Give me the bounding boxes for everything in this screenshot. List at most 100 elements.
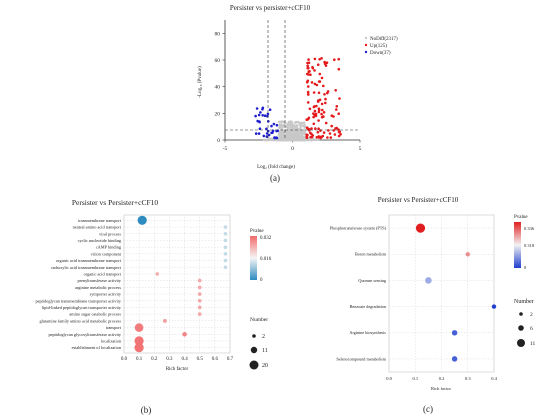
volcano-point-up bbox=[313, 109, 317, 113]
volcano-point-up bbox=[322, 84, 325, 88]
volcano-point-nodiff bbox=[285, 132, 289, 135]
volcano-point-down bbox=[268, 108, 272, 111]
legend-nodiff-marker bbox=[364, 36, 368, 40]
volcano-point-down bbox=[272, 122, 276, 126]
volcano-point-up bbox=[307, 70, 311, 73]
volcano-point-up bbox=[322, 131, 326, 134]
enrichment-point bbox=[223, 238, 228, 243]
volcano-point-up bbox=[314, 127, 317, 130]
volcano-point-nodiff bbox=[276, 138, 279, 142]
volcano-point-nodiff bbox=[295, 124, 298, 127]
volcano-point-up bbox=[328, 132, 332, 135]
volcano-point-up bbox=[316, 63, 320, 66]
volcano-point-up bbox=[330, 124, 334, 128]
panel-a-ylabel: -Log₁₀ (Pvalue) bbox=[198, 66, 203, 98]
volcano-point-nodiff bbox=[297, 133, 301, 136]
panel-b-size-legend: Number 2 11 20 bbox=[249, 317, 268, 370]
enrichment-point bbox=[162, 318, 167, 323]
volcano-point-up bbox=[315, 136, 319, 139]
panel-a-y-tick-label: 40 bbox=[215, 85, 221, 91]
volcano-point-up bbox=[305, 118, 309, 121]
enrichment-point bbox=[465, 252, 470, 257]
category-label: peptidoglycan transmembrane transporter … bbox=[35, 298, 121, 303]
panel-b-color-legend-title: Pvalue bbox=[250, 229, 264, 234]
volcano-point-up bbox=[335, 108, 338, 111]
panel-c-color-tick-high: 0.336 bbox=[524, 226, 535, 231]
volcano-point-down bbox=[254, 132, 258, 135]
panel-b-size-marker-large bbox=[249, 360, 259, 370]
volcano-point-nodiff bbox=[278, 120, 281, 124]
volcano-point-nodiff bbox=[280, 138, 284, 142]
x-tick-label: 0.7 bbox=[227, 357, 234, 362]
enrichment-point bbox=[137, 215, 147, 225]
category-label: organic acid transmembrane transport bbox=[56, 258, 122, 263]
category-label: peptidoglycan glycosyltransferase activi… bbox=[48, 332, 121, 337]
volcano-point-up bbox=[320, 57, 323, 60]
volcano-point-nodiff bbox=[286, 129, 289, 132]
category-label: Arginine biosynthesis bbox=[349, 330, 386, 335]
category-label: organic acid transport bbox=[84, 271, 122, 276]
volcano-point-up bbox=[306, 101, 310, 104]
volcano-point-up bbox=[306, 93, 310, 96]
panel-a-y-tick-label: 80 bbox=[215, 31, 221, 37]
volcano-point-up bbox=[329, 136, 333, 139]
panel-b-color-tick-high: 0.032 bbox=[260, 236, 272, 241]
panel-b: Persister vs Persister+cCF10 transmembra… bbox=[35, 198, 271, 415]
panel-b-plot-area bbox=[123, 214, 231, 354]
volcano-point-up bbox=[320, 102, 324, 106]
volcano-point-up bbox=[338, 97, 341, 100]
category-label: carboxylic acid transmembrane transport bbox=[51, 265, 122, 270]
volcano-point-nodiff bbox=[301, 138, 304, 141]
volcano-point-up bbox=[330, 114, 334, 117]
volcano-point-nodiff bbox=[285, 125, 288, 128]
volcano-point-up bbox=[320, 112, 323, 116]
x-tick-label: 0.2 bbox=[151, 357, 158, 362]
volcano-point-up bbox=[317, 119, 320, 122]
panel-b-size-label-small: 2 bbox=[262, 334, 265, 340]
panel-b-size-label-large: 20 bbox=[262, 363, 268, 369]
volcano-point-down bbox=[265, 135, 269, 138]
volcano-point-nodiff bbox=[291, 128, 294, 131]
volcano-point-up bbox=[333, 133, 337, 136]
volcano-point-nodiff bbox=[292, 136, 296, 139]
enrichment-point bbox=[155, 272, 160, 276]
x-tick-label: 0.4 bbox=[491, 376, 497, 381]
enrichment-point bbox=[223, 232, 228, 236]
volcano-point-up bbox=[313, 69, 316, 72]
category-label: symporter activity bbox=[90, 292, 122, 297]
category-label: viral process bbox=[99, 231, 121, 236]
volcano-point-nodiff bbox=[293, 128, 297, 131]
volcano-point-up bbox=[337, 130, 341, 134]
volcano-point-up bbox=[318, 98, 322, 102]
volcano-point-nodiff bbox=[302, 128, 306, 132]
panel-b-color-legend: Pvalue 0.032 0.016 0 bbox=[250, 229, 272, 283]
category-label: lipid-linked peptidoglycan transporter a… bbox=[42, 305, 122, 310]
volcano-point-nodiff bbox=[286, 134, 290, 137]
enrichment-point bbox=[134, 336, 144, 346]
x-tick-label: 0.5 bbox=[197, 357, 204, 362]
panel-b-size-label-medium: 11 bbox=[262, 348, 268, 354]
enrichment-point bbox=[425, 277, 432, 284]
enrichment-point bbox=[197, 285, 202, 290]
volcano-point-up bbox=[306, 90, 310, 94]
volcano-point-nodiff bbox=[262, 138, 266, 142]
category-label: localization bbox=[101, 338, 122, 343]
panel-a-legend: NoDiff(2317) Up(125) Down(37) bbox=[364, 36, 398, 56]
volcano-point-nodiff bbox=[267, 137, 271, 140]
volcano-point-up bbox=[312, 112, 315, 115]
enrichment-point bbox=[197, 312, 202, 316]
volcano-point-down bbox=[261, 108, 264, 111]
volcano-point-down bbox=[270, 131, 273, 135]
volcano-point-nodiff bbox=[294, 121, 297, 125]
panel-b-color-tick-mid: 0.016 bbox=[260, 257, 272, 262]
volcano-point-down bbox=[275, 123, 279, 127]
x-tick-label: 0.6 bbox=[212, 357, 219, 362]
panel-a-y-tick-label: 60 bbox=[215, 58, 221, 64]
volcano-point-nodiff bbox=[306, 138, 310, 142]
volcano-point-nodiff bbox=[298, 122, 302, 125]
enrichment-point bbox=[197, 278, 202, 283]
volcano-point-down bbox=[266, 114, 269, 118]
volcano-point-up bbox=[324, 97, 327, 101]
category-label: Phosphotransferase system (PTS) bbox=[330, 226, 387, 231]
